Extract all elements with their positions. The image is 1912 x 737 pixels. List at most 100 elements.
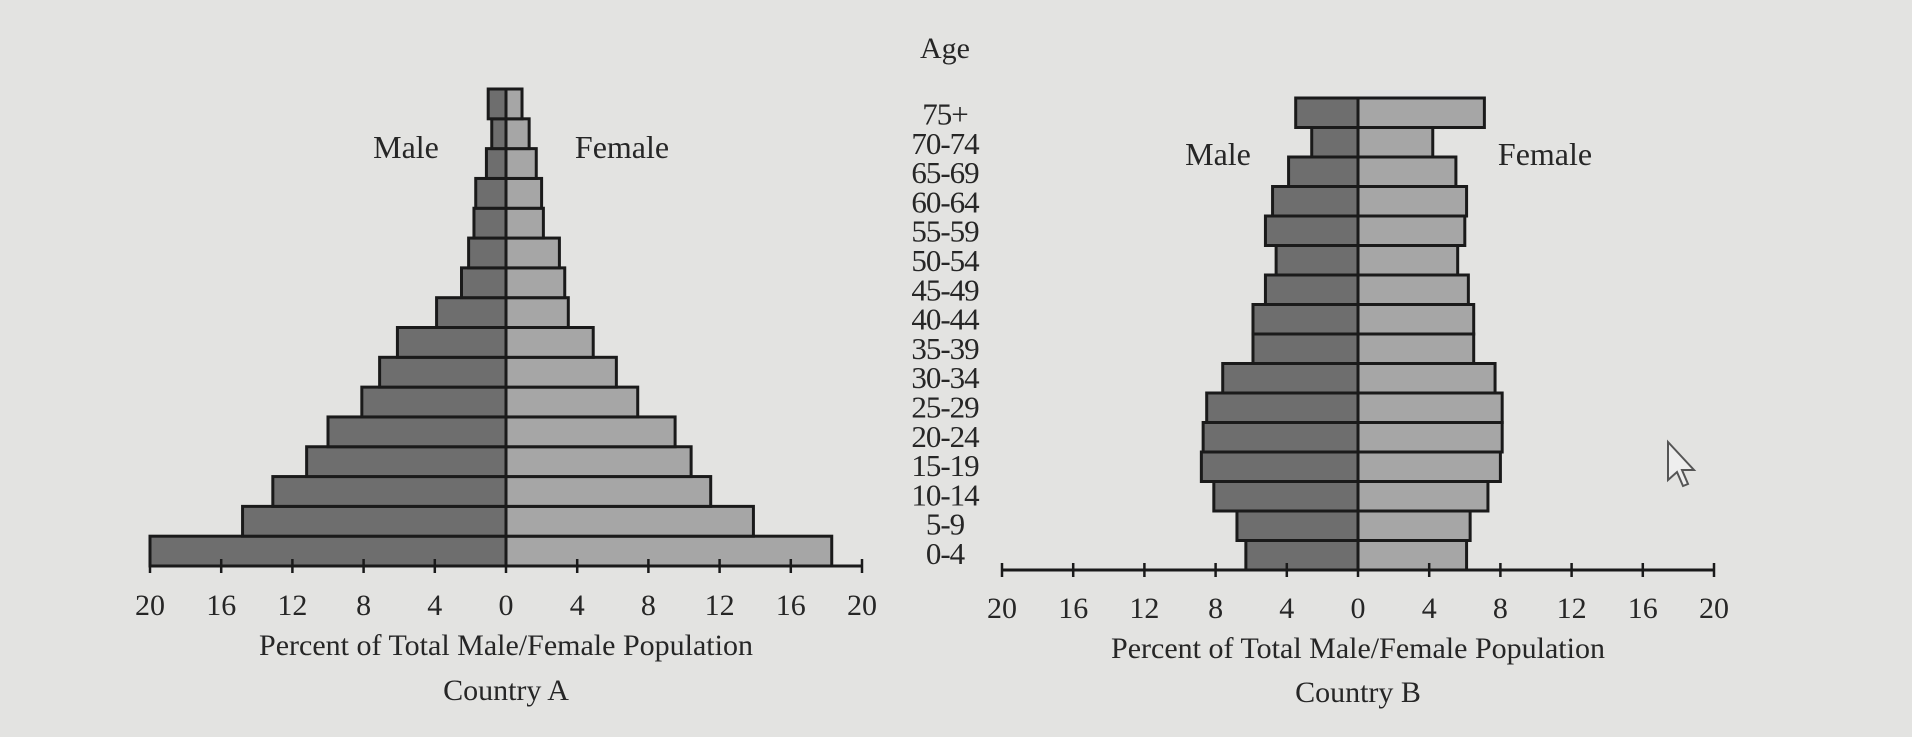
bar-male-65-69 xyxy=(484,147,508,180)
bar-female-70-74 xyxy=(1356,126,1435,159)
bar-female-5-9 xyxy=(504,504,755,538)
bar-male-35-39 xyxy=(1251,332,1360,365)
age-group-label: 0-4 xyxy=(926,536,966,571)
chart-title: Country B xyxy=(1295,676,1421,709)
bar-male-45-49 xyxy=(460,266,508,300)
x-axis-label: Percent of Total Male/Female Population xyxy=(1111,632,1605,665)
bar-female-5-9 xyxy=(1356,509,1472,542)
x-tick-label: 0 xyxy=(1351,592,1366,625)
bar-male-5-9 xyxy=(241,504,508,538)
bar-female-20-24 xyxy=(1356,421,1504,454)
x-tick-label: 8 xyxy=(1208,592,1223,625)
bar-male-65-69 xyxy=(1287,155,1360,188)
x-tick-label: 8 xyxy=(1493,592,1508,625)
bar-male-30-34 xyxy=(378,355,508,389)
bar-female-35-39 xyxy=(504,326,595,359)
age-axis-title: Age xyxy=(920,32,970,65)
x-tick-label: 20 xyxy=(135,589,165,622)
bar-female-75+ xyxy=(504,87,524,121)
pyramid-country-a: 20 16 12 8 4 0 4 8 12 16 20 Percent of Total Male/F… xyxy=(135,87,877,707)
x-tick-label: 12 xyxy=(705,589,735,622)
bar-female-15-19 xyxy=(1356,450,1502,483)
bar-male-0-4 xyxy=(148,534,508,568)
x-tick-label: 12 xyxy=(1557,592,1587,625)
age-group-label: 40-44 xyxy=(911,302,980,337)
age-group-label: 10-14 xyxy=(911,477,980,512)
bar-female-40-44 xyxy=(1356,303,1476,336)
bar-male-75+ xyxy=(486,87,508,121)
bar-female-45-49 xyxy=(1356,273,1470,306)
x-tick-label: 16 xyxy=(206,589,236,622)
bar-male-70-74 xyxy=(490,117,508,151)
age-group-label: 55-59 xyxy=(911,214,979,249)
bar-male-0-4 xyxy=(1244,539,1360,572)
legend-female-label: Female xyxy=(1498,136,1592,172)
legend-female-label: Female xyxy=(575,129,669,165)
bar-female-45-49 xyxy=(504,266,567,300)
bar-female-35-39 xyxy=(1356,332,1476,365)
bar-male-20-24 xyxy=(1201,421,1360,454)
bar-male-55-59 xyxy=(472,206,508,240)
x-tick-label: 0 xyxy=(499,589,514,622)
x-tick-label: 4 xyxy=(427,589,442,622)
x-tick-label: 12 xyxy=(277,589,307,622)
bar-male-60-64 xyxy=(474,176,508,210)
bar-male-40-44 xyxy=(435,296,508,329)
bar-female-15-19 xyxy=(504,445,693,479)
bar-female-10-14 xyxy=(1356,480,1490,513)
bar-female-20-24 xyxy=(504,415,677,449)
age-labels: Age 0-45-910-1415-1920-2425-2930-3435-39… xyxy=(911,32,981,571)
bar-male-30-34 xyxy=(1221,362,1360,395)
bar-female-55-59 xyxy=(504,206,545,240)
x-axis-label: Percent of Total Male/Female Population xyxy=(259,629,753,662)
bar-male-5-9 xyxy=(1235,509,1360,542)
bar-female-60-64 xyxy=(504,176,544,210)
x-tick-label: 20 xyxy=(847,589,877,622)
bar-female-75+ xyxy=(1356,96,1486,129)
bar-male-10-14 xyxy=(271,475,508,508)
bar-male-75+ xyxy=(1294,96,1360,129)
bar-male-55-59 xyxy=(1263,214,1360,247)
bar-female-50-54 xyxy=(504,236,561,270)
bar-male-35-39 xyxy=(395,326,508,359)
x-tick-label: 16 xyxy=(1058,592,1088,625)
bar-female-70-74 xyxy=(504,117,531,151)
bar-female-40-44 xyxy=(504,296,570,329)
age-group-label: 60-64 xyxy=(911,184,980,219)
chart-title: Country A xyxy=(443,674,569,707)
age-group-label: 15-19 xyxy=(911,448,979,483)
bar-male-60-64 xyxy=(1271,185,1360,218)
bar-male-45-49 xyxy=(1263,273,1360,306)
age-group-label: 20-24 xyxy=(911,419,980,454)
bar-male-25-29 xyxy=(360,385,508,419)
bar-male-50-54 xyxy=(1274,244,1360,277)
age-group-label: 35-39 xyxy=(911,331,979,366)
age-group-label: 45-49 xyxy=(911,272,979,307)
pyramid-country-b: 20 16 12 8 4 0 4 8 12 16 20 Percent of Total Male/F… xyxy=(987,96,1729,709)
bar-male-10-14 xyxy=(1212,480,1360,513)
x-tick-label: 16 xyxy=(1628,592,1658,625)
bar-female-65-69 xyxy=(1356,155,1458,188)
bar-female-0-4 xyxy=(504,534,834,568)
x-tick-label: 4 xyxy=(1279,592,1294,625)
age-group-label: 5-9 xyxy=(926,507,965,542)
bar-female-25-29 xyxy=(504,385,640,419)
x-tick-label: 20 xyxy=(987,592,1017,625)
bar-female-30-34 xyxy=(1356,362,1497,395)
bar-male-15-19 xyxy=(1199,450,1360,483)
bar-female-0-4 xyxy=(1356,539,1469,572)
bar-female-10-14 xyxy=(504,475,713,508)
bar-male-40-44 xyxy=(1251,303,1360,336)
age-group-label: 75+ xyxy=(922,97,967,132)
age-group-label: 25-29 xyxy=(911,390,979,425)
x-tick-label: 20 xyxy=(1699,592,1729,625)
x-tick-label: 4 xyxy=(1422,592,1437,625)
age-group-label: 30-34 xyxy=(911,360,980,395)
legend-male-label: Male xyxy=(1185,136,1251,172)
bar-female-65-69 xyxy=(504,147,538,180)
x-tick-label: 8 xyxy=(356,589,371,622)
bar-male-25-29 xyxy=(1205,391,1360,424)
bar-male-20-24 xyxy=(326,415,508,449)
bar-female-50-54 xyxy=(1356,244,1460,277)
